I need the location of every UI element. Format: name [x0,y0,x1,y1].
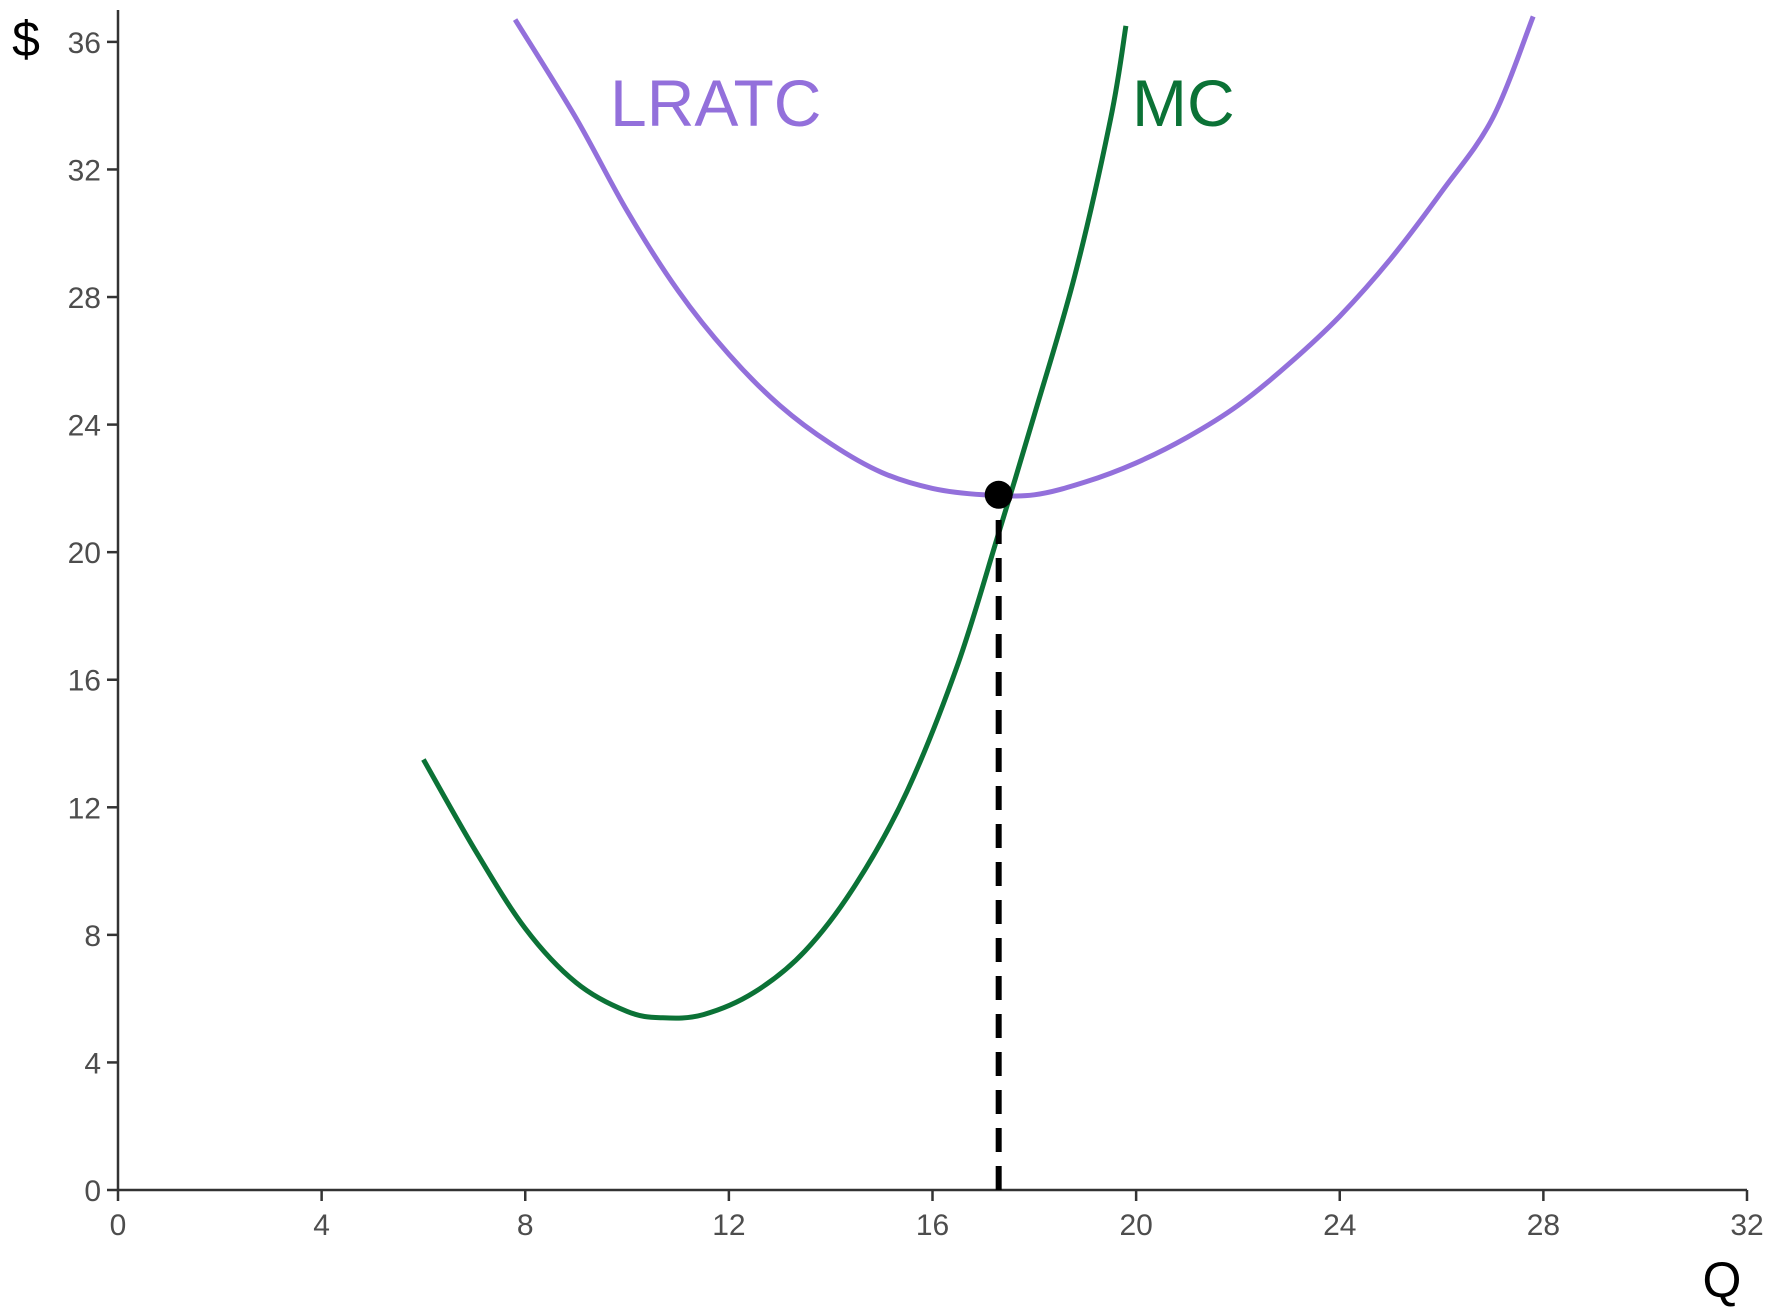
y-tick-label: 36 [68,27,101,60]
x-tick-label: 0 [110,1209,127,1242]
x-tick-label: 8 [517,1209,534,1242]
y-tick-label: 4 [84,1047,101,1080]
x-tick-label: 4 [313,1209,330,1242]
curve-mc [421,25,1129,1021]
label-mc: MC [1132,66,1235,140]
x-tick-label: 28 [1527,1209,1560,1242]
y-tick-label: 24 [68,410,101,443]
y-tick-label: 20 [68,537,101,570]
x-tick-label: 12 [712,1209,745,1242]
labels: Q $ LRATC MC [12,11,1741,1308]
x-tick-label: 24 [1323,1209,1356,1242]
y-tick-label: 16 [68,665,101,698]
x-tick-label: 32 [1730,1209,1763,1242]
markers [984,480,1013,509]
x-tick-label: 16 [916,1209,949,1242]
y-tick-label: 0 [84,1175,101,1208]
axis-ticks: 0 4 8 12 16 20 24 28 32 0 4 8 12 16 20 24 28 32 36 [68,27,1764,1242]
curves [421,15,1536,1021]
y-tick-label: 8 [84,920,101,953]
x-axis-title: Q [1703,1252,1742,1308]
axes [116,10,1747,1192]
curve-lratc [512,15,1536,499]
y-tick-label: 28 [68,282,101,315]
label-lratc: LRATC [610,66,821,140]
y-tick-label: 32 [68,154,101,187]
x-tick-label: 20 [1119,1209,1152,1242]
intersection-point [984,480,1013,509]
y-tick-label: 12 [68,792,101,825]
y-axis-title: $ [12,11,40,67]
